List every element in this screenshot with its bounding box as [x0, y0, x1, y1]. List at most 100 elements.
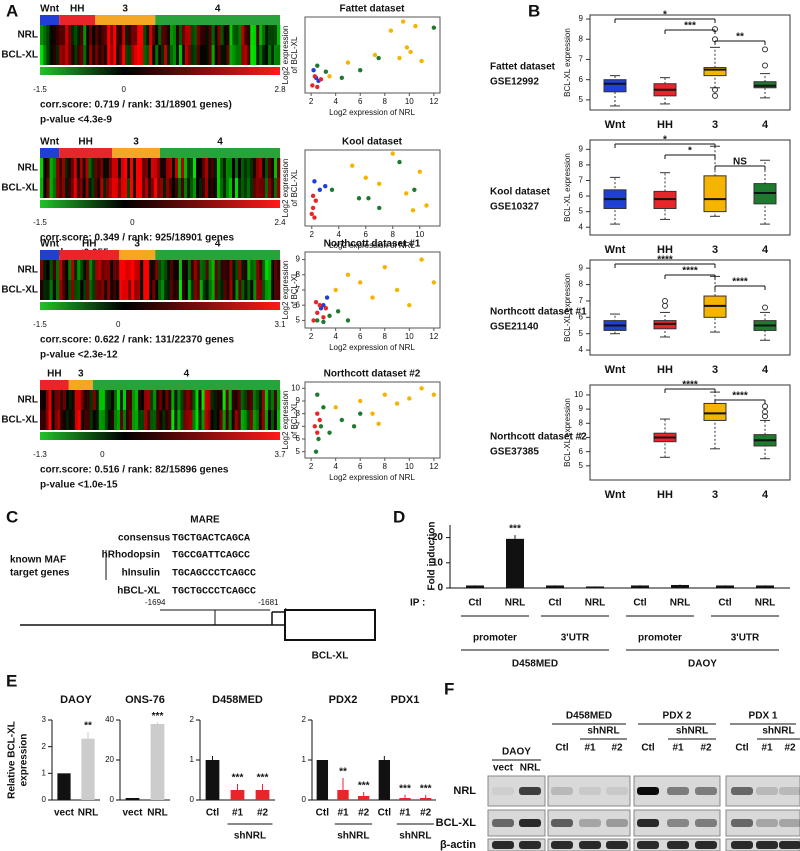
y-tick-label: 6 — [579, 312, 584, 321]
row-label: NRL — [17, 30, 38, 41]
lane-label: #1 — [672, 743, 684, 754]
x-tick-label: 8 — [391, 230, 396, 239]
heatmap-cell — [94, 178, 98, 198]
heatmap-cell — [85, 178, 89, 198]
heatmap-cell — [40, 260, 44, 280]
x-tick-label: Ctl — [316, 808, 330, 819]
heatmap-cell — [113, 25, 117, 45]
heatmap-cell — [60, 390, 64, 410]
heatmap-cell — [250, 158, 254, 178]
heatmap-cell — [160, 158, 164, 178]
heatmap-cell — [86, 45, 90, 65]
sample-label: PDX 2 — [663, 711, 692, 722]
heatmap-cell — [241, 45, 245, 65]
heatmap-cell — [167, 280, 171, 300]
heatmap-cell — [271, 280, 275, 300]
heatmap-cell — [265, 25, 269, 45]
heatmap-cell — [219, 390, 223, 410]
x-tick-label: #2 — [257, 808, 269, 819]
heatmap-cell — [161, 280, 165, 300]
heatmap-cell — [204, 410, 208, 430]
bar — [57, 773, 71, 800]
y-tick-label: 5 — [296, 316, 301, 325]
heatmap-cell — [265, 158, 269, 178]
group-label: 3 — [122, 4, 128, 15]
y-tick-label: 5 — [296, 447, 301, 456]
heatmap-cell — [140, 25, 144, 45]
heatmap-cell — [244, 25, 248, 45]
heatmap-cell — [210, 390, 214, 410]
outlier — [712, 92, 718, 99]
heatmap-cell — [74, 280, 78, 300]
heatmap-cell — [229, 280, 233, 300]
heatmap-cell — [56, 45, 60, 65]
heatmap-cell — [80, 260, 84, 280]
heatmap-cell — [255, 410, 260, 430]
x-tick-label: 2 — [309, 97, 314, 106]
heatmap-cell — [65, 410, 70, 430]
heatmap-cell — [116, 280, 120, 300]
y-tick-label: 7 — [579, 176, 584, 185]
heatmap-cell — [83, 260, 87, 280]
heatmap-cell — [52, 178, 57, 198]
bar — [357, 796, 370, 800]
band — [756, 841, 778, 849]
heatmap-cell — [97, 158, 101, 178]
heatmap-cell — [68, 158, 72, 178]
y-axis-label: BCL-XL expression — [563, 153, 572, 222]
heatmap-cell — [172, 158, 176, 178]
bar — [255, 790, 270, 800]
scatter-point — [407, 303, 412, 308]
heatmap-cell — [125, 260, 129, 280]
heatmap-cell — [104, 280, 108, 300]
heatmap-cell — [56, 178, 60, 198]
y-tick-label: 2 — [190, 715, 195, 724]
scatter-point — [315, 411, 320, 416]
significance: ** — [339, 767, 347, 778]
region-label: 3'UTR — [561, 633, 590, 644]
heatmap-cell — [167, 45, 171, 65]
y-axis-label: of BCL-XL — [290, 401, 299, 438]
dataset-name: Fattet dataset — [490, 62, 556, 73]
heatmap-cell — [273, 390, 278, 410]
y-tick-label: 10 — [432, 557, 444, 568]
sequence: TGCAGCCCTCAGCC — [172, 569, 256, 580]
heatmap-cell — [77, 390, 82, 410]
scatter-point — [313, 198, 318, 203]
heatmap-cell — [86, 260, 90, 280]
heatmap-cell — [238, 178, 242, 198]
heatmap-cell — [40, 45, 44, 65]
scatter-point — [382, 392, 387, 397]
heatmap-cell — [241, 178, 245, 198]
gene-label: BCL-XL — [312, 651, 349, 662]
scatter-point — [327, 313, 332, 319]
heatmap-cell — [190, 25, 195, 45]
band — [519, 787, 541, 795]
group-bar — [40, 15, 60, 25]
heatmap-cell — [247, 25, 251, 45]
heatmap-cell — [94, 158, 98, 178]
y-tick-label: 20 — [432, 532, 444, 543]
heatmap-cell — [113, 410, 118, 430]
sample-label: D458MED — [566, 711, 612, 722]
heatmap-cell — [57, 390, 61, 410]
heatmap-cell — [173, 45, 177, 65]
scatter-point — [315, 63, 320, 68]
heatmap-cell — [238, 25, 242, 45]
scatter-point — [312, 215, 317, 220]
heatmap-cell — [240, 390, 245, 410]
region-label: promoter — [473, 633, 517, 644]
heatmap-cell — [79, 178, 83, 198]
heatmap-cell — [65, 178, 69, 198]
band — [519, 841, 541, 849]
x-tick-label: 3 — [712, 489, 718, 501]
heatmap-cell — [184, 178, 188, 198]
panel-label: C — [6, 507, 18, 526]
scatter-point — [370, 295, 375, 300]
group-label: 4 — [184, 369, 190, 380]
band — [551, 819, 573, 827]
heatmap-cell — [85, 158, 89, 178]
heatmap-cell — [91, 158, 95, 178]
heatmap-cell — [173, 280, 177, 300]
heatmap-cell — [189, 390, 193, 410]
